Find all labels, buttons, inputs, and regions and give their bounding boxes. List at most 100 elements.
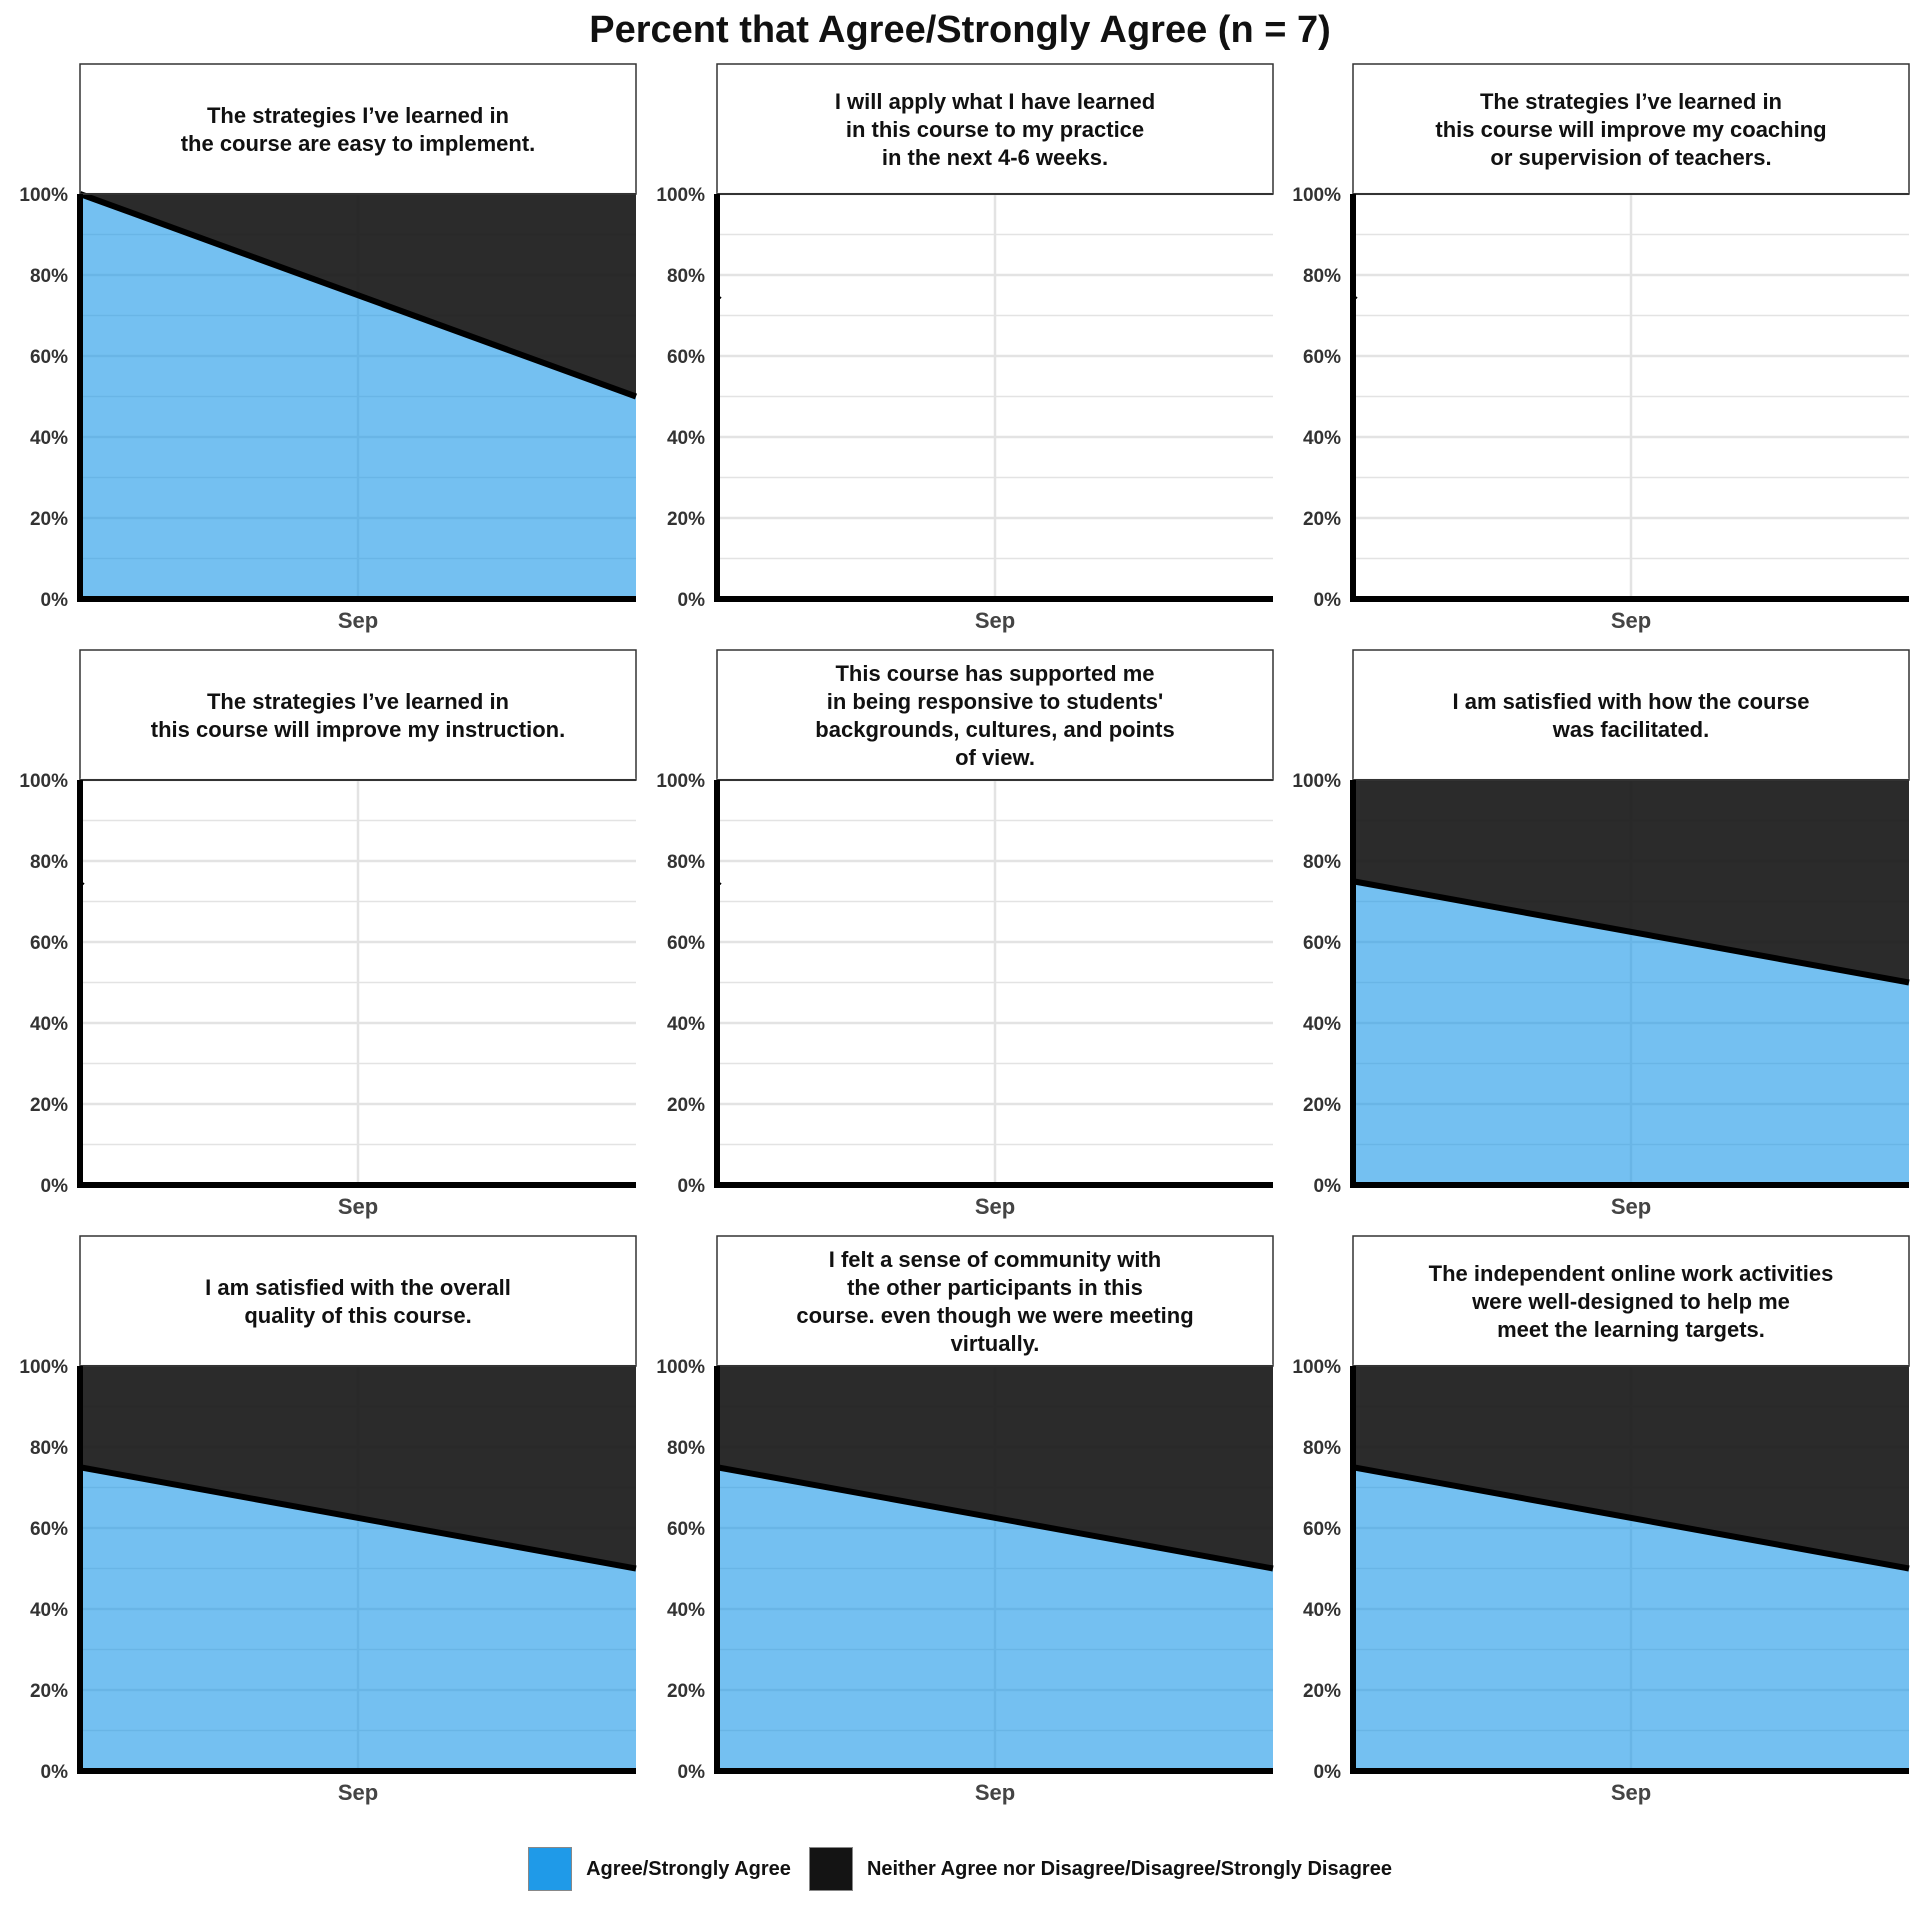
y-tick-label: 0% xyxy=(41,1762,69,1783)
x-tick-label: Sep xyxy=(338,1194,378,1219)
panel-title-line: or supervision of teachers. xyxy=(1490,145,1771,170)
y-tick-label: 80% xyxy=(667,266,705,287)
panel-title-line: The strategies I’ve learned in xyxy=(207,103,509,128)
legend-swatch-neither-disagree xyxy=(808,1847,853,1891)
y-tick-label: 60% xyxy=(30,347,68,368)
y-tick-label: 0% xyxy=(1314,1176,1342,1197)
y-tick-label: 100% xyxy=(656,1357,705,1378)
series-line xyxy=(1352,1464,1910,1572)
panel-title-line: quality of this course. xyxy=(244,1303,471,1328)
panel-title-line: in this course to my practice xyxy=(846,117,1144,142)
panel-title-line: of view. xyxy=(955,745,1035,770)
y-tick-label: 0% xyxy=(1314,1762,1342,1783)
series-line xyxy=(78,191,638,400)
panel-strip xyxy=(716,649,1274,781)
y-tick-label: 40% xyxy=(1303,428,1341,449)
facet-chart: The strategies I’ve learned in the course… xyxy=(19,63,1910,1805)
y-tick-label: 0% xyxy=(678,1176,706,1197)
area-agree xyxy=(80,194,636,599)
panel-2: I will apply what I have learned in this … xyxy=(656,63,1274,633)
chart-title: Percent that Agree/Strongly Agree (n = 7… xyxy=(589,9,1331,51)
panel-9: The independent online work activities we… xyxy=(1292,1235,1910,1805)
series-line xyxy=(79,1464,637,1572)
y-tick-label: 100% xyxy=(1292,1357,1341,1378)
legend-item-agree: Agree/Strongly Agree xyxy=(528,1847,791,1891)
legend-item-neither-disagree: Neither Agree nor Disagree/Disagree/Stro… xyxy=(808,1847,1392,1891)
series-line xyxy=(1352,878,1910,986)
y-tick-label: 100% xyxy=(1292,771,1341,792)
y-tick-label: 20% xyxy=(30,509,68,530)
x-tick-label: Sep xyxy=(975,608,1015,633)
legend-label-agree: Agree/Strongly Agree xyxy=(586,1857,791,1880)
panel-title-line: I felt a sense of community with xyxy=(829,1247,1162,1272)
y-tick-label: 0% xyxy=(1314,590,1342,611)
panel-title-line: the course are easy to implement. xyxy=(181,131,536,156)
y-tick-label: 40% xyxy=(667,1600,705,1621)
y-tick-label: 100% xyxy=(19,185,68,206)
panel-6: I am satisfied with how the course was fa… xyxy=(1292,649,1910,1219)
panel-title-line: The strategies I’ve learned in xyxy=(207,689,509,714)
panel-title-line: meet the learning targets. xyxy=(1497,1317,1765,1342)
panel-strip xyxy=(1352,63,1910,195)
y-tick-label: 80% xyxy=(1303,852,1341,873)
panel-title-line: The independent online work activities xyxy=(1429,1261,1834,1286)
y-tick-label: 40% xyxy=(667,428,705,449)
x-tick-label: Sep xyxy=(975,1194,1015,1219)
y-tick-label: 20% xyxy=(667,1095,705,1116)
panel-title-line: I am satisfied with the overall xyxy=(205,1275,511,1300)
panel-title-line: this course will improve my instruction. xyxy=(151,717,565,742)
x-tick-label: Sep xyxy=(338,608,378,633)
y-tick-label: 40% xyxy=(30,428,68,449)
panel-title-line: The strategies I’ve learned in xyxy=(1480,89,1782,114)
panel-title-line: the other participants in this xyxy=(847,1275,1143,1300)
y-tick-label: 20% xyxy=(30,1681,68,1702)
panel-title-line: in the next 4-6 weeks. xyxy=(882,145,1108,170)
y-tick-label: 20% xyxy=(1303,1681,1341,1702)
panel-title-line: backgrounds, cultures, and points xyxy=(815,717,1174,742)
y-tick-label: 80% xyxy=(1303,1438,1341,1459)
panel-title-line: were well-designed to help me xyxy=(1471,1289,1790,1314)
panel-strip xyxy=(79,649,637,781)
series-stub xyxy=(79,880,85,886)
y-tick-label: 100% xyxy=(1292,185,1341,206)
y-tick-label: 0% xyxy=(678,1762,706,1783)
panel-strip xyxy=(716,63,1274,195)
panel-strip xyxy=(79,63,637,195)
y-tick-label: 20% xyxy=(30,1095,68,1116)
y-tick-label: 80% xyxy=(30,852,68,873)
panel-title-line: I am satisfied with how the course xyxy=(1453,689,1810,714)
x-tick-label: Sep xyxy=(1611,1194,1651,1219)
series-stub xyxy=(716,294,722,300)
y-tick-label: 60% xyxy=(1303,1519,1341,1540)
y-tick-label: 20% xyxy=(667,1681,705,1702)
panel-strip xyxy=(1352,1235,1910,1367)
panel-title-line: course. even though we were meeting xyxy=(796,1303,1193,1328)
y-tick-label: 100% xyxy=(656,185,705,206)
panel-4: The strategies I’ve learned in this cours… xyxy=(19,649,637,1219)
panel-title-line: was facilitated. xyxy=(1552,717,1710,742)
panel-strip xyxy=(79,1235,637,1367)
y-tick-label: 80% xyxy=(667,1438,705,1459)
y-tick-label: 60% xyxy=(667,933,705,954)
x-tick-label: Sep xyxy=(338,1780,378,1805)
y-tick-label: 40% xyxy=(667,1014,705,1035)
series-line xyxy=(716,1464,1274,1572)
panel-title-line: in being responsive to students' xyxy=(827,689,1164,714)
panel-3: The strategies I’ve learned in this cours… xyxy=(1292,63,1910,633)
panel-title-line: This course has supported me xyxy=(835,661,1154,686)
y-tick-label: 0% xyxy=(41,1176,69,1197)
y-tick-label: 0% xyxy=(41,590,69,611)
legend-swatch-agree xyxy=(528,1847,573,1891)
panel-7: I am satisfied with the overall quality o… xyxy=(19,1235,637,1805)
legend: Agree/Strongly Agree Neither Agree nor D… xyxy=(0,1845,1920,1893)
y-tick-label: 20% xyxy=(1303,509,1341,530)
y-tick-label: 100% xyxy=(19,771,68,792)
panel-title-line: virtually. xyxy=(951,1331,1040,1356)
panel-strip xyxy=(1352,649,1910,781)
y-tick-label: 80% xyxy=(667,852,705,873)
y-tick-label: 80% xyxy=(1303,266,1341,287)
y-tick-label: 80% xyxy=(30,266,68,287)
y-tick-label: 40% xyxy=(30,1600,68,1621)
y-tick-label: 60% xyxy=(667,1519,705,1540)
y-tick-label: 20% xyxy=(667,509,705,530)
